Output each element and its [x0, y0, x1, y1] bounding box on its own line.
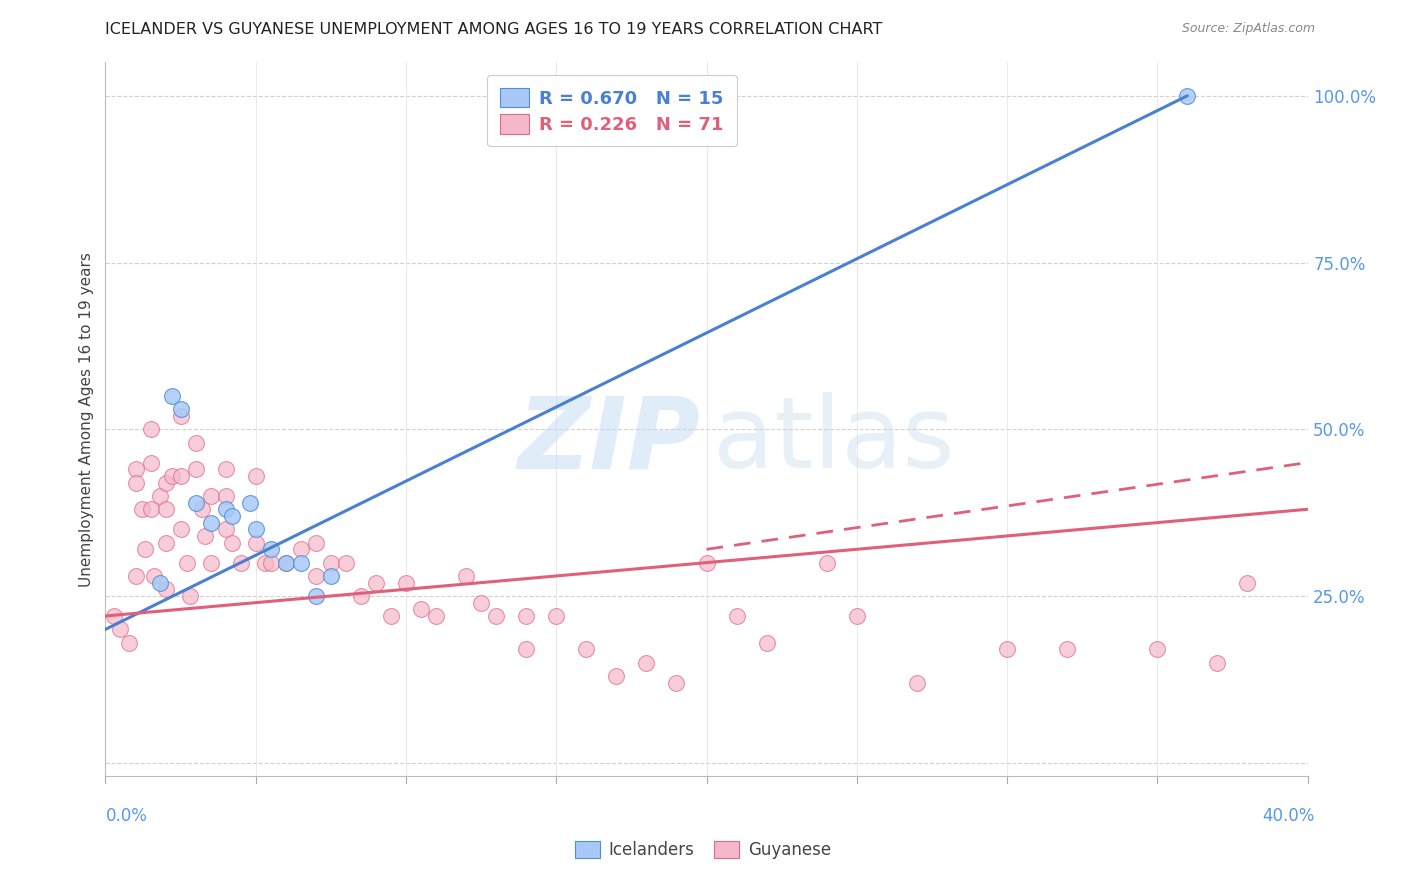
- Point: [546, 609, 568, 624]
- Point: [200, 489, 222, 503]
- Point: [155, 502, 177, 516]
- Point: [1146, 642, 1168, 657]
- Point: [305, 535, 328, 549]
- Point: [470, 596, 492, 610]
- Point: [118, 635, 141, 649]
- Point: [1236, 575, 1258, 590]
- Point: [253, 556, 276, 570]
- Point: [245, 469, 267, 483]
- Point: [350, 589, 373, 603]
- Point: [214, 502, 236, 516]
- Point: [169, 409, 191, 423]
- Point: [194, 529, 217, 543]
- Point: [845, 609, 868, 624]
- Point: [274, 556, 297, 570]
- Point: [179, 589, 201, 603]
- Point: [485, 609, 508, 624]
- Point: [515, 609, 537, 624]
- Text: Source: ZipAtlas.com: Source: ZipAtlas.com: [1181, 22, 1315, 36]
- Point: [319, 556, 342, 570]
- Point: [221, 508, 243, 523]
- Point: [124, 569, 146, 583]
- Point: [290, 556, 312, 570]
- Point: [184, 462, 207, 476]
- Point: [260, 542, 283, 557]
- Point: [169, 522, 191, 536]
- Point: [409, 602, 432, 616]
- Point: [995, 642, 1018, 657]
- Point: [274, 556, 297, 570]
- Point: [696, 556, 718, 570]
- Point: [239, 495, 262, 509]
- Point: [110, 623, 132, 637]
- Legend: R = 0.670   N = 15, R = 0.226   N = 71: R = 0.670 N = 15, R = 0.226 N = 71: [486, 75, 737, 146]
- Point: [319, 569, 342, 583]
- Point: [395, 575, 418, 590]
- Point: [155, 475, 177, 490]
- Point: [1175, 88, 1198, 103]
- Point: [142, 569, 165, 583]
- Point: [454, 569, 477, 583]
- Point: [124, 462, 146, 476]
- Point: [335, 556, 357, 570]
- Text: ICELANDER VS GUYANESE UNEMPLOYMENT AMONG AGES 16 TO 19 YEARS CORRELATION CHART: ICELANDER VS GUYANESE UNEMPLOYMENT AMONG…: [105, 22, 883, 37]
- Point: [139, 456, 162, 470]
- Point: [139, 422, 162, 436]
- Point: [305, 589, 328, 603]
- Point: [155, 535, 177, 549]
- Point: [155, 582, 177, 597]
- Point: [575, 642, 598, 657]
- Point: [755, 635, 778, 649]
- Point: [364, 575, 387, 590]
- Point: [605, 669, 627, 683]
- Point: [221, 535, 243, 549]
- Point: [214, 522, 236, 536]
- Point: [229, 556, 252, 570]
- Point: [815, 556, 838, 570]
- Point: [245, 522, 267, 536]
- Point: [200, 556, 222, 570]
- Point: [190, 502, 212, 516]
- Point: [124, 475, 146, 490]
- Point: [1206, 656, 1229, 670]
- Point: [905, 675, 928, 690]
- Point: [1056, 642, 1078, 657]
- Point: [184, 435, 207, 450]
- Point: [245, 535, 267, 549]
- Point: [139, 502, 162, 516]
- Legend: Icelanders, Guyanese: Icelanders, Guyanese: [568, 834, 838, 866]
- Point: [380, 609, 402, 624]
- Text: 0.0%: 0.0%: [105, 807, 148, 825]
- Point: [200, 516, 222, 530]
- Point: [131, 502, 153, 516]
- Text: 40.0%: 40.0%: [1263, 807, 1315, 825]
- Point: [176, 556, 198, 570]
- Point: [169, 469, 191, 483]
- Point: [725, 609, 748, 624]
- Text: atlas: atlas: [713, 392, 955, 489]
- Point: [665, 675, 688, 690]
- Point: [134, 542, 156, 557]
- Point: [425, 609, 447, 624]
- Point: [148, 575, 170, 590]
- Point: [305, 569, 328, 583]
- Point: [148, 489, 170, 503]
- Point: [160, 469, 183, 483]
- Point: [103, 609, 125, 624]
- Point: [290, 542, 312, 557]
- Point: [169, 402, 191, 417]
- Point: [260, 556, 283, 570]
- Point: [515, 642, 537, 657]
- Point: [160, 389, 183, 403]
- Point: [214, 462, 236, 476]
- Text: ZIP: ZIP: [517, 392, 700, 489]
- Point: [184, 495, 207, 509]
- Point: [214, 489, 236, 503]
- Y-axis label: Unemployment Among Ages 16 to 19 years: Unemployment Among Ages 16 to 19 years: [79, 252, 94, 587]
- Point: [636, 656, 658, 670]
